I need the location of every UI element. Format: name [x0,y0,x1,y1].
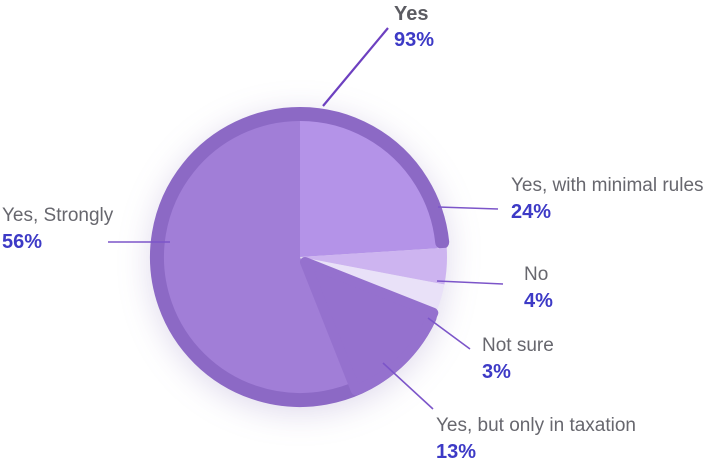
callout-strongly: Yes, Strongly 56% [2,204,113,254]
callout-taxation-value: 13% [436,441,477,463]
pie-slice-yes-strongly[interactable] [161,118,351,395]
callout-not-sure-label: Not sure [482,335,554,356]
leader-line-not-sure [427,317,471,350]
callout-not-sure-value: 3% [482,361,511,383]
callout-yes-total-label: Yes [394,3,429,25]
pie-slice-yes-taxation[interactable] [300,257,439,396]
pie-slice-yes-minimal-rules[interactable] [300,119,438,257]
callout-no-label: No [524,264,549,285]
pie-slice-no[interactable] [300,247,447,285]
callout-minimal-rules-value: 24% [511,201,552,223]
callout-strongly-label: Yes, Strongly [2,205,114,226]
callout-yes-total: Yes 93% [394,2,434,52]
leader-line-yes-total [322,27,389,107]
yes-total-ring-arc[interactable] [149,107,450,407]
callout-taxation: Yes, but only in taxation 13% [436,414,636,464]
callout-strongly-value: 56% [2,231,43,253]
callout-not-sure: Not sure 3% [482,334,554,384]
callout-minimal-rules-label: Yes, with minimal rules [511,175,704,196]
leader-line-no [436,280,504,285]
leader-line-taxation [382,362,434,410]
callout-no-value: 4% [524,290,553,312]
leader-line-minimal-rules [437,206,499,210]
callout-taxation-label: Yes, but only in taxation [436,415,636,436]
callout-yes-total-value: 93% [394,29,435,51]
callout-no: No 4% [524,263,553,313]
callout-minimal-rules: Yes, with minimal rules 24% [511,174,704,224]
